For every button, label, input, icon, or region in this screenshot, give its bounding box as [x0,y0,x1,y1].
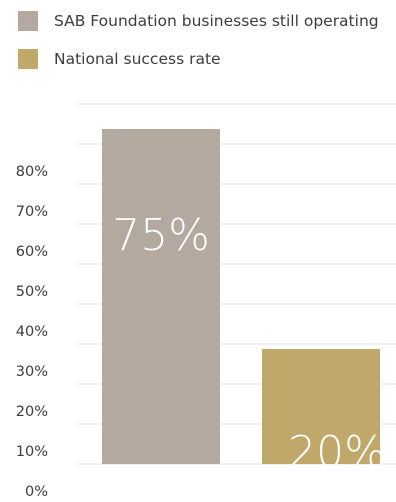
y-tick-label: 20% [16,404,48,420]
y-tick-label: 30% [16,364,48,380]
legend-swatch-national [18,49,38,69]
bar-data-label: 20% [288,427,386,478]
y-tick-label: 10% [16,444,48,460]
y-tick-label: 50% [16,284,48,300]
bars [102,129,380,464]
legend-label-sab: SAB Foundation businesses still operatin… [54,12,379,30]
y-tick-label: 0% [25,484,48,500]
bar-national-success-rate [262,349,380,464]
legend-item-sab: SAB Foundation businesses still operatin… [18,10,379,32]
legend-swatch-sab [18,11,38,31]
y-tick-label: 80% [16,164,48,180]
y-axis: 0% 10% 20% 30% 40% 50% 60% 70% 80% [16,164,48,500]
bar-sab-foundation [102,129,220,464]
legend-item-national: National success rate [18,48,379,70]
bar-data-labels: 75% 20% [112,210,386,478]
y-tick-label: 70% [16,204,48,220]
chart-legend: SAB Foundation businesses still operatin… [18,10,379,86]
y-tick-label: 40% [16,324,48,340]
legend-label-national: National success rate [54,50,221,68]
bar-data-label: 75% [112,210,210,261]
y-tick-label: 60% [16,244,48,260]
